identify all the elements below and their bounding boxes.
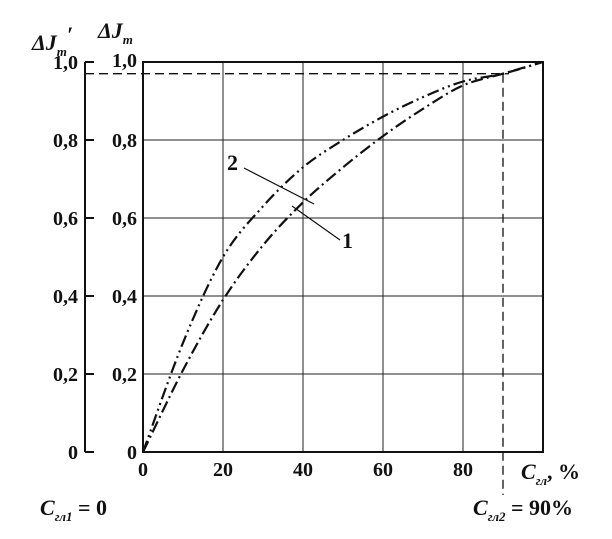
- plot-border: [142, 61, 544, 453]
- ylabel-inner: ΔJт: [97, 18, 133, 47]
- outer-y-tick-label: 0,2: [53, 364, 78, 386]
- inner-y-tick-label: 0,4: [112, 286, 137, 308]
- ylabel-outer: ΔJт′: [31, 22, 73, 59]
- outer-y-tick-label: 1,0: [53, 52, 78, 74]
- tick-labels: 0 0,2 0,4 0,6 0,8 1,0 0 0,2 0,4 0,6 0,8 1,0 0 20 40 60 8…: [53, 50, 473, 481]
- outer-y-tick-label: 0,8: [53, 130, 78, 152]
- series-label-1: 1: [342, 228, 353, 253]
- outer-y-tick-label: 0,4: [53, 286, 78, 308]
- x-tick-label: 80: [453, 459, 473, 481]
- series-line-2: [141, 60, 544, 453]
- xlabel: Cгл, %: [521, 459, 580, 488]
- inner-y-tick-label: 0,8: [112, 130, 137, 152]
- plot-frame: [142, 61, 544, 453]
- inner-y-tick-label: 0: [127, 442, 137, 464]
- series-leader-1: [291, 205, 341, 241]
- reference-lines: [85, 73, 509, 495]
- inner-y-tick-label: 0,6: [112, 208, 137, 230]
- note-cgl1: Cгл1 = 0: [40, 495, 107, 524]
- x-tick-label: 40: [293, 459, 313, 481]
- series-label-2: 2: [227, 150, 238, 175]
- series-leader-2: [243, 167, 315, 205]
- outer-y-axis: [84, 61, 94, 453]
- series-group: [141, 60, 544, 453]
- grid-lines: [143, 62, 543, 452]
- outer-y-tick-label: 0: [68, 442, 78, 464]
- inner-y-tick-label: 0,2: [112, 364, 137, 386]
- x-tick-label: 60: [373, 459, 393, 481]
- inner-y-tick-label: 1,0: [112, 50, 137, 72]
- outer-y-tick-label: 0,6: [53, 208, 78, 230]
- x-tick-label: 20: [213, 459, 233, 481]
- note-cgl2: Cгл2 = 90%: [473, 495, 573, 524]
- series-line-1: [142, 60, 544, 453]
- x-tick-label: 0: [138, 459, 148, 481]
